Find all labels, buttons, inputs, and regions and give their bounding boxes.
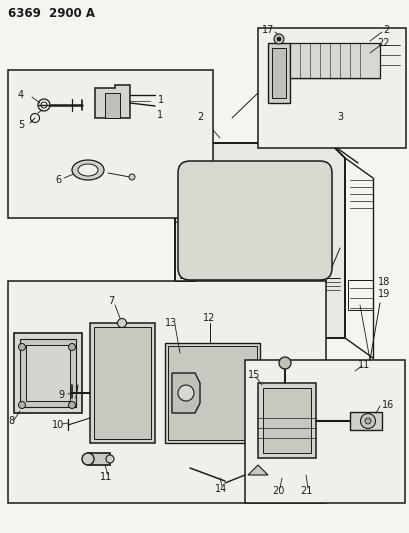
Circle shape — [276, 37, 280, 41]
Circle shape — [18, 343, 25, 351]
Bar — [245, 360, 404, 503]
Text: 14: 14 — [214, 484, 227, 494]
Ellipse shape — [72, 160, 104, 180]
Text: 16: 16 — [381, 400, 393, 410]
Bar — [20, 339, 76, 407]
Text: 21: 21 — [299, 486, 312, 496]
Bar — [26, 345, 70, 401]
Polygon shape — [247, 465, 264, 481]
Text: 2: 2 — [196, 112, 203, 122]
Bar — [262, 388, 310, 453]
Circle shape — [364, 418, 370, 424]
Bar — [164, 343, 259, 443]
Text: 11: 11 — [100, 472, 112, 482]
Text: 1: 1 — [157, 95, 164, 105]
Circle shape — [18, 401, 25, 408]
Text: 13: 13 — [164, 318, 177, 328]
Bar — [94, 327, 151, 439]
Text: 22: 22 — [377, 38, 389, 48]
Text: 3: 3 — [336, 112, 342, 122]
Text: 9: 9 — [58, 390, 64, 400]
Polygon shape — [247, 465, 267, 475]
Text: 7: 7 — [108, 296, 114, 306]
Circle shape — [117, 319, 126, 327]
Text: 8: 8 — [8, 416, 14, 426]
Text: 2: 2 — [383, 25, 389, 35]
Polygon shape — [267, 43, 289, 103]
Bar — [347, 280, 372, 310]
Circle shape — [68, 343, 75, 351]
Text: 5: 5 — [18, 120, 24, 130]
Circle shape — [360, 414, 375, 429]
FancyBboxPatch shape — [178, 161, 331, 280]
Text: 18: 18 — [377, 277, 389, 287]
Text: 1: 1 — [157, 110, 163, 120]
Text: 19: 19 — [377, 289, 389, 299]
Text: 17: 17 — [261, 25, 274, 35]
Circle shape — [82, 453, 94, 465]
Text: 20: 20 — [271, 486, 284, 496]
Circle shape — [278, 357, 290, 369]
Polygon shape — [175, 143, 344, 338]
Text: 11: 11 — [357, 360, 369, 370]
Text: 6: 6 — [55, 175, 61, 185]
Bar — [168, 346, 256, 440]
Bar — [257, 383, 315, 458]
Circle shape — [178, 385, 193, 401]
Text: 15: 15 — [247, 370, 260, 380]
Polygon shape — [172, 373, 200, 413]
Bar — [8, 281, 325, 503]
Polygon shape — [271, 48, 285, 98]
Bar — [14, 333, 82, 413]
Circle shape — [68, 401, 75, 408]
Text: 4: 4 — [18, 90, 24, 100]
Ellipse shape — [78, 164, 98, 176]
Bar — [90, 323, 155, 443]
Polygon shape — [88, 453, 110, 465]
Circle shape — [106, 455, 114, 463]
Polygon shape — [95, 85, 130, 118]
Text: 10: 10 — [52, 420, 64, 430]
Text: 12: 12 — [202, 313, 215, 323]
Bar — [8, 70, 213, 218]
Polygon shape — [105, 93, 120, 118]
Polygon shape — [289, 43, 379, 78]
Bar — [257, 28, 405, 148]
Circle shape — [129, 174, 135, 180]
Text: 6369  2900 A: 6369 2900 A — [8, 6, 95, 20]
Bar — [349, 412, 381, 430]
Circle shape — [273, 34, 283, 44]
